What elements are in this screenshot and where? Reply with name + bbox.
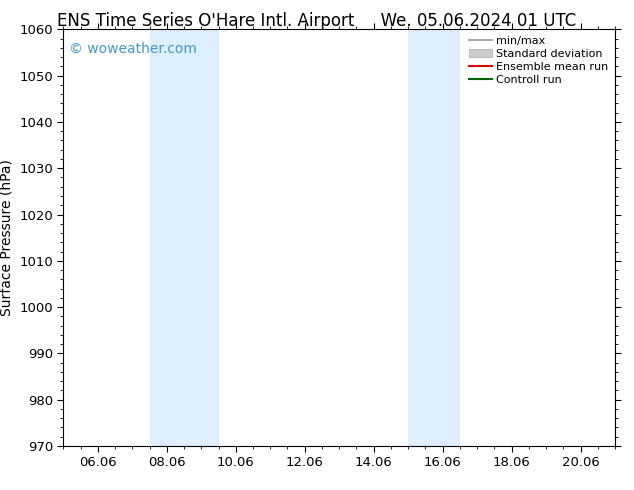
Bar (150, 29, 219, 446)
Y-axis label: Surface Pressure (hPa): Surface Pressure (hPa) (0, 159, 14, 316)
Text: © woweather.com: © woweather.com (69, 42, 197, 56)
Legend: min/max, Standard deviation, Ensemble mean run, Controll run: min/max, Standard deviation, Ensemble me… (466, 33, 612, 88)
Text: ENS Time Series O'Hare Intl. Airport     We. 05.06.2024 01 UTC: ENS Time Series O'Hare Intl. Airport We.… (57, 12, 577, 30)
Bar (408, 29, 460, 446)
